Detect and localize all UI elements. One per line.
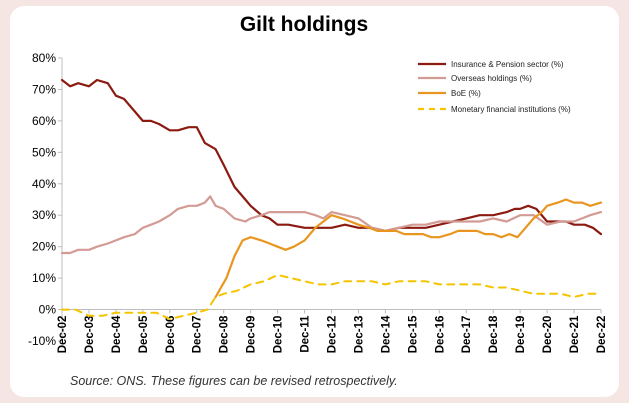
legend-label-4: Monetary financial institutions (%) bbox=[451, 105, 571, 114]
chart-card: Gilt holdings 80% 70% 60% 50% 40% 30% 20% 10% 0% -… bbox=[10, 6, 619, 397]
chart-title: Gilt holdings bbox=[240, 13, 368, 36]
legend-label-1: Insurance & Pension sector (%) bbox=[451, 60, 564, 69]
x-tick-label: Dec-03 bbox=[84, 316, 96, 354]
y-tick-label: 30% bbox=[32, 208, 56, 222]
x-tick-label: Dec-04 bbox=[111, 315, 123, 353]
x-tick-label: Dec-17 bbox=[461, 316, 473, 354]
x-tick-label: Dec-08 bbox=[219, 315, 231, 353]
series-line-4 bbox=[61, 274, 602, 320]
x-tick-label: Dec-16 bbox=[434, 316, 446, 354]
y-tick-label: 10% bbox=[32, 271, 56, 285]
y-tick-label: 50% bbox=[32, 145, 56, 159]
series-line-3 bbox=[214, 198, 603, 299]
y-tick-label: 80% bbox=[32, 51, 56, 65]
y-tick-label: 40% bbox=[32, 177, 56, 191]
x-tick-label: Dec-15 bbox=[407, 315, 419, 353]
x-tick-label: Dec-06 bbox=[165, 316, 177, 354]
y-tick-label: 0% bbox=[39, 303, 57, 317]
x-tick-label: Dec-14 bbox=[380, 315, 392, 353]
x-tick-label: Dec-21 bbox=[569, 315, 581, 353]
y-tick-label: -10% bbox=[28, 334, 56, 348]
source-note: Source: ONS. These figures can be revise… bbox=[70, 374, 398, 388]
x-tick-label: Dec-07 bbox=[192, 316, 204, 354]
y-tick-label: 20% bbox=[32, 240, 56, 254]
y-tick-label: 70% bbox=[32, 82, 56, 96]
x-tick-label: Dec-22 bbox=[596, 316, 608, 354]
x-tick-label: Dec-02 bbox=[57, 316, 69, 354]
series-line-1 bbox=[60, 78, 603, 236]
x-tick-label: Dec-11 bbox=[300, 315, 312, 353]
y-tick-label: 60% bbox=[32, 114, 56, 128]
series-line-2 bbox=[60, 195, 603, 255]
x-tick-label: Dec-12 bbox=[327, 316, 339, 354]
x-tick-label: Dec-10 bbox=[273, 316, 285, 354]
x-tick-label: Dec-19 bbox=[515, 316, 527, 354]
x-tick-label: Dec-18 bbox=[488, 315, 500, 353]
gilt-holdings-chart: Gilt holdings 80% 70% 60% 50% 40% 30% 20% 10% 0% -… bbox=[28, 13, 608, 354]
x-tick-label: Dec-20 bbox=[542, 316, 554, 354]
legend-label-3: BoE (%) bbox=[451, 89, 481, 98]
x-tick-label: Dec-13 bbox=[353, 316, 365, 354]
legend-label-2: Overseas holdings (%) bbox=[451, 74, 532, 83]
x-tick-label: Dec-09 bbox=[246, 316, 258, 354]
x-tick-label: Dec-05 bbox=[138, 315, 150, 353]
